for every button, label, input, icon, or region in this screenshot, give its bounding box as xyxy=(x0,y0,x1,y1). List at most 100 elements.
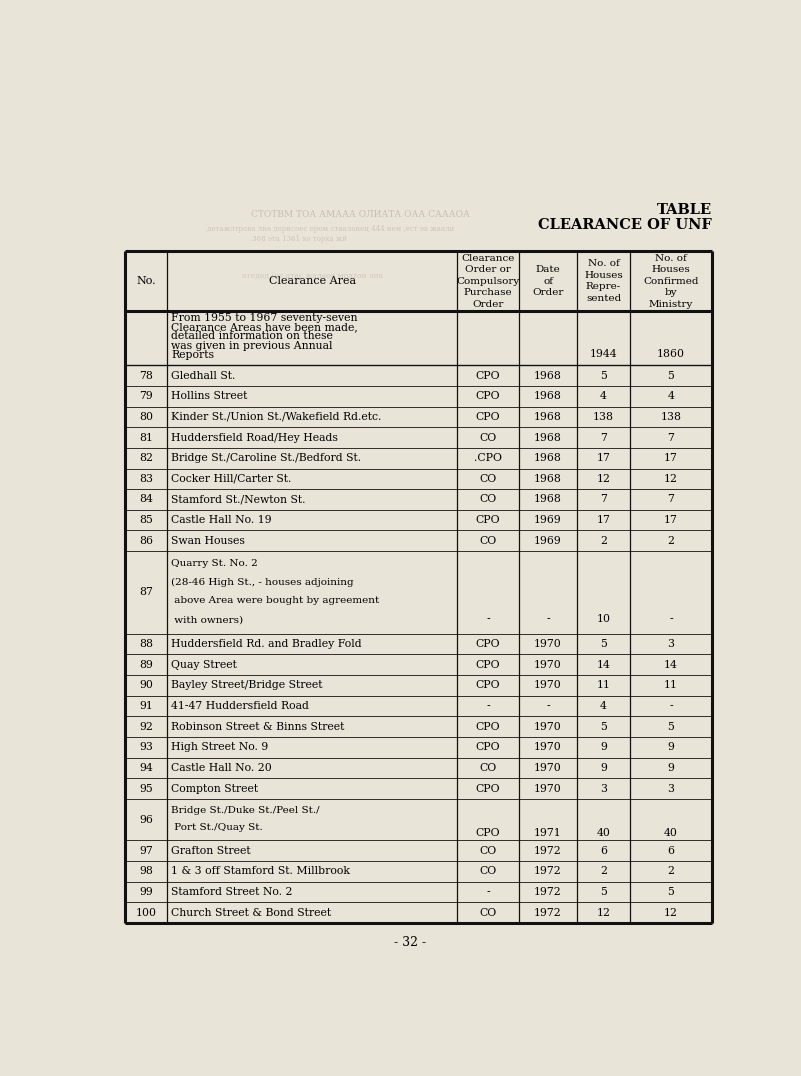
Text: 90: 90 xyxy=(139,680,153,691)
Text: 89: 89 xyxy=(139,660,153,669)
Text: 1970: 1970 xyxy=(534,680,562,691)
Text: CO: CO xyxy=(480,907,497,918)
Text: 1972: 1972 xyxy=(534,866,562,876)
Text: From 1955 to 1967 seventy-seven: From 1955 to 1967 seventy-seven xyxy=(171,313,357,323)
Text: 17: 17 xyxy=(597,515,610,525)
Text: Castle Hall No. 20: Castle Hall No. 20 xyxy=(171,763,272,773)
Text: was given in previous Annual: was given in previous Annual xyxy=(171,341,332,351)
Text: Bridge St./Duke St./Peel St./: Bridge St./Duke St./Peel St./ xyxy=(171,806,320,815)
Text: CPO: CPO xyxy=(476,370,501,381)
Text: 91: 91 xyxy=(139,700,153,711)
Text: 9: 9 xyxy=(600,742,607,752)
Text: Reports: Reports xyxy=(171,350,214,360)
Text: 6: 6 xyxy=(600,846,607,855)
Text: 95: 95 xyxy=(139,783,153,794)
Text: СТОТВМ ТОА АМААА ОЛИАТА ОАА САААОА: СТОТВМ ТОА АМААА ОЛИАТА ОАА САААОА xyxy=(252,210,470,218)
Text: 9: 9 xyxy=(667,763,674,773)
Text: 1968: 1968 xyxy=(534,453,562,463)
Text: 1860: 1860 xyxy=(657,349,685,358)
Text: 100: 100 xyxy=(135,907,156,918)
Text: 3: 3 xyxy=(667,639,674,649)
Text: 81: 81 xyxy=(139,433,153,442)
Text: -: - xyxy=(546,700,549,711)
Text: атедад (от дтас жалаод молтои лна: атедад (от дтас жалаод молтои лна xyxy=(242,273,383,281)
Text: 1968: 1968 xyxy=(534,433,562,442)
Text: 17: 17 xyxy=(664,515,678,525)
Text: 1972: 1972 xyxy=(534,907,562,918)
Text: 17: 17 xyxy=(597,453,610,463)
Text: 78: 78 xyxy=(139,370,153,381)
Text: 5: 5 xyxy=(667,722,674,732)
Text: No.: No. xyxy=(136,277,156,286)
Text: .CPO: .CPO xyxy=(474,453,502,463)
Text: Bayley Street/Bridge Street: Bayley Street/Bridge Street xyxy=(171,680,322,691)
Text: 5: 5 xyxy=(600,722,607,732)
Text: Gledhall St.: Gledhall St. xyxy=(171,370,235,381)
Text: 1970: 1970 xyxy=(534,783,562,794)
Text: 82: 82 xyxy=(139,453,153,463)
Text: Huddersfield Road/Hey Heads: Huddersfield Road/Hey Heads xyxy=(171,433,338,442)
Text: Huddersfield Rd. and Bradley Fold: Huddersfield Rd. and Bradley Fold xyxy=(171,639,361,649)
Text: 1969: 1969 xyxy=(534,536,562,546)
Text: -: - xyxy=(669,613,673,624)
Text: CO: CO xyxy=(480,495,497,505)
Text: above Area were bought by agreement: above Area were bought by agreement xyxy=(171,596,379,606)
Text: No. of
Houses
Repre-
sented: No. of Houses Repre- sented xyxy=(584,259,623,302)
Text: CPO: CPO xyxy=(476,783,501,794)
Text: 1944: 1944 xyxy=(590,349,618,358)
Text: Compton Street: Compton Street xyxy=(171,783,258,794)
Text: 5: 5 xyxy=(600,887,607,897)
Text: CPO: CPO xyxy=(476,392,501,401)
Text: Clearance
Order or
Compulsory
Purchase
Order: Clearance Order or Compulsory Purchase O… xyxy=(457,254,520,309)
Text: with owners): with owners) xyxy=(171,615,243,624)
Text: Swan Houses: Swan Houses xyxy=(171,536,245,546)
Text: 79: 79 xyxy=(139,392,153,401)
Text: Clearance Areas have been made,: Clearance Areas have been made, xyxy=(171,322,358,332)
Text: 1969: 1969 xyxy=(534,515,562,525)
Text: 2: 2 xyxy=(667,536,674,546)
Text: 1970: 1970 xyxy=(534,722,562,732)
Text: -: - xyxy=(486,613,490,624)
Text: 94: 94 xyxy=(139,763,153,773)
Text: Hollins Street: Hollins Street xyxy=(171,392,248,401)
Text: 6: 6 xyxy=(667,846,674,855)
Text: CPO: CPO xyxy=(476,639,501,649)
Text: 1971: 1971 xyxy=(534,827,562,838)
Text: 2: 2 xyxy=(667,866,674,876)
Text: 88: 88 xyxy=(139,639,153,649)
Text: 5: 5 xyxy=(667,887,674,897)
Text: 9: 9 xyxy=(600,763,607,773)
Text: CLEARANCE OF UNF: CLEARANCE OF UNF xyxy=(537,217,711,231)
Text: 5: 5 xyxy=(667,370,674,381)
Text: 12: 12 xyxy=(597,473,610,484)
Text: 14: 14 xyxy=(597,660,610,669)
Text: 7: 7 xyxy=(667,433,674,442)
Text: 1970: 1970 xyxy=(534,763,562,773)
Text: 12: 12 xyxy=(597,907,610,918)
Text: 1970: 1970 xyxy=(534,742,562,752)
Text: Quay Street: Quay Street xyxy=(171,660,237,669)
Text: -: - xyxy=(669,700,673,711)
Text: 1970: 1970 xyxy=(534,660,562,669)
Text: 1968: 1968 xyxy=(534,412,562,422)
Text: 1972: 1972 xyxy=(534,887,562,897)
Text: 2: 2 xyxy=(600,866,607,876)
Text: 84: 84 xyxy=(139,495,153,505)
Text: 1968: 1968 xyxy=(534,473,562,484)
Text: 3: 3 xyxy=(600,783,607,794)
Text: Church Street & Bond Street: Church Street & Bond Street xyxy=(171,907,331,918)
Text: CO: CO xyxy=(480,473,497,484)
Text: 7: 7 xyxy=(600,495,607,505)
Text: Quarry St. No. 2: Quarry St. No. 2 xyxy=(171,558,258,568)
Text: CO: CO xyxy=(480,846,497,855)
Text: 14: 14 xyxy=(664,660,678,669)
Text: 4: 4 xyxy=(600,700,607,711)
Text: 12: 12 xyxy=(664,907,678,918)
Text: 7: 7 xyxy=(667,495,674,505)
Text: 1968: 1968 xyxy=(534,495,562,505)
Text: Date
of
Order: Date of Order xyxy=(533,265,564,297)
Text: -: - xyxy=(486,887,490,897)
Text: .368 эта 1361 хо торха жй: .368 эта 1361 хо торха жй xyxy=(251,236,347,243)
Text: .детажлтрова лна дорисоес ором стаалонец 444 ием ,ест эа жаали: .детажлтрова лна дорисоес ором стаалонец… xyxy=(205,225,454,232)
Text: CPO: CPO xyxy=(476,515,501,525)
